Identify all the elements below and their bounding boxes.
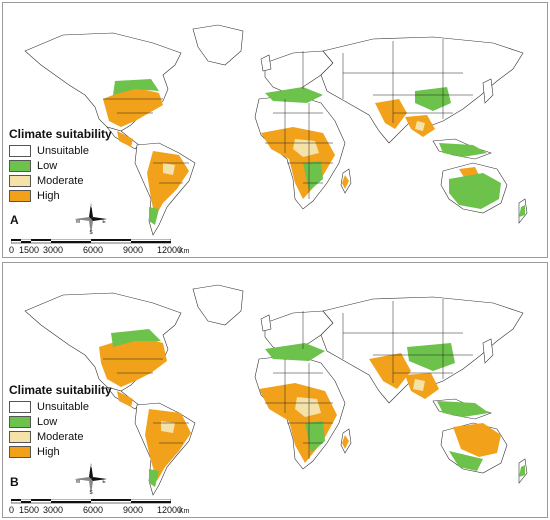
legend-item-low: Low — [9, 414, 112, 429]
legend-swatch — [9, 159, 31, 172]
scale-tick: 3000 — [43, 245, 64, 255]
suitability-moderate-a — [163, 121, 425, 175]
compass-rose-icon: N S W E — [75, 203, 107, 236]
scale-unit: Km — [179, 248, 190, 255]
scale-bar-a: 0 1500 3000 6000 9000 12000 Km — [7, 239, 202, 257]
legend-swatch — [9, 189, 31, 202]
compass-e: E — [102, 219, 106, 225]
uk — [260, 54, 272, 72]
uk — [260, 314, 272, 332]
legend-item-unsuitable: Unsuitable — [9, 399, 112, 414]
scale-bar-graphic — [11, 239, 171, 244]
scale-tick: 9000 — [123, 505, 144, 515]
legend-label: Low — [37, 415, 58, 428]
legend-label: Moderate — [37, 174, 84, 187]
suitability-low-a — [113, 79, 525, 225]
suitability-moderate-b — [161, 379, 425, 433]
compass-s: S — [89, 490, 93, 496]
compass-w: W — [76, 479, 81, 485]
panel-letter-b: B — [10, 475, 19, 489]
legend-title: Climate suitability — [9, 383, 112, 397]
legend-swatch — [9, 445, 31, 458]
greenland — [192, 24, 244, 66]
compass-n: N — [89, 464, 93, 470]
map-panel-a: Climate suitability Unsuitable Low Moder… — [2, 2, 548, 258]
compass-w: W — [76, 219, 81, 225]
world-map-a — [24, 24, 528, 236]
country-borders-a — [103, 39, 473, 199]
greenland — [192, 284, 244, 326]
scale-tick: 0 — [9, 245, 15, 255]
scale-tick: 1500 — [19, 505, 40, 515]
world-map-b — [24, 284, 528, 496]
scale-bar-b: 0 1500 3000 6000 9000 12000 Km — [7, 499, 202, 517]
legend-item-low: Low — [9, 158, 112, 173]
scale-tick: 6000 — [83, 245, 104, 255]
compass-e: E — [102, 479, 106, 485]
scale-tick: 12000 — [157, 505, 183, 515]
japan — [482, 338, 494, 364]
scale-tick: 3000 — [43, 505, 64, 515]
scale-bar-graphic — [11, 499, 171, 504]
legend-label: High — [37, 445, 60, 458]
europe — [264, 310, 334, 354]
map-panel-b: Climate suitability Unsuitable Low Moder… — [2, 262, 548, 518]
legend-item-high: High — [9, 444, 112, 459]
legend-a: Climate suitability Unsuitable Low Moder… — [9, 127, 112, 203]
legend-swatch — [9, 174, 31, 187]
legend-item-high: High — [9, 188, 112, 203]
legend-label: Unsuitable — [37, 400, 89, 413]
scale-tick: 12000 — [157, 245, 183, 255]
legend-swatch — [9, 400, 31, 413]
legend-b: Climate suitability Unsuitable Low Moder… — [9, 383, 112, 459]
scale-tick: 6000 — [83, 505, 104, 515]
compass-n: N — [89, 204, 93, 210]
legend-label: High — [37, 189, 60, 202]
legend-item-moderate: Moderate — [9, 429, 112, 444]
legend-label: Unsuitable — [37, 144, 89, 157]
legend-swatch — [9, 415, 31, 428]
compass-rose-icon: N S W E — [75, 463, 107, 496]
japan — [482, 78, 494, 104]
scale-tick: 0 — [9, 505, 15, 515]
country-borders-b — [103, 299, 473, 459]
north-america — [24, 32, 182, 132]
scale-tick: 1500 — [19, 245, 40, 255]
legend-swatch — [9, 430, 31, 443]
legend-title: Climate suitability — [9, 127, 112, 141]
legend-swatch — [9, 144, 31, 157]
compass-s: S — [89, 230, 93, 236]
legend-label: Low — [37, 159, 58, 172]
legend-item-moderate: Moderate — [9, 173, 112, 188]
legend-item-unsuitable: Unsuitable — [9, 143, 112, 158]
scale-unit: Km — [179, 508, 190, 515]
scale-tick: 9000 — [123, 245, 144, 255]
legend-label: Moderate — [37, 430, 84, 443]
europe — [264, 50, 334, 94]
panel-letter-a: A — [10, 213, 19, 227]
